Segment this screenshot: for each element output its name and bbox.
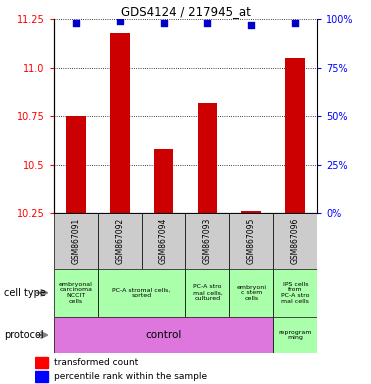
Bar: [35, 371, 48, 382]
Text: PC-A stromal cells,
sorted: PC-A stromal cells, sorted: [112, 287, 171, 298]
Bar: [54, 213, 98, 269]
Text: embryoni
c stem
cells: embryoni c stem cells: [236, 285, 266, 301]
Bar: [186, 269, 229, 317]
Point: [204, 20, 210, 26]
Bar: [229, 269, 273, 317]
Bar: [66, 116, 86, 213]
Text: transformed count: transformed count: [53, 358, 138, 367]
Bar: [198, 103, 217, 213]
Point: [161, 20, 167, 26]
Text: PC-A stro
mal cells,
cultured: PC-A stro mal cells, cultured: [193, 285, 222, 301]
Text: protocol: protocol: [4, 330, 43, 340]
Bar: [35, 357, 48, 368]
Bar: [273, 317, 317, 353]
Bar: [54, 317, 273, 353]
Text: control: control: [145, 330, 182, 340]
Text: IPS cells
from
PC-A stro
mal cells: IPS cells from PC-A stro mal cells: [281, 281, 309, 304]
Bar: [142, 213, 186, 269]
Text: reprogram
ming: reprogram ming: [279, 329, 312, 341]
Point: [116, 18, 122, 24]
Bar: [110, 33, 129, 213]
Point: [249, 22, 255, 28]
Bar: [242, 211, 261, 213]
Text: GSM867092: GSM867092: [115, 218, 124, 264]
Bar: [98, 269, 186, 317]
Text: percentile rank within the sample: percentile rank within the sample: [53, 372, 207, 381]
Point: [292, 20, 298, 26]
Text: GSM867091: GSM867091: [71, 218, 80, 264]
Bar: [186, 213, 229, 269]
Text: cell type: cell type: [4, 288, 46, 298]
Text: GSM867093: GSM867093: [203, 218, 212, 264]
Bar: [273, 269, 317, 317]
Text: GSM867096: GSM867096: [291, 218, 300, 264]
Text: GSM867094: GSM867094: [159, 218, 168, 264]
Text: embryonal
carcinoma
NCCIT
cells: embryonal carcinoma NCCIT cells: [59, 281, 93, 304]
Bar: [154, 149, 173, 213]
Bar: [54, 269, 98, 317]
Bar: [285, 58, 305, 213]
Bar: [98, 213, 142, 269]
Point: [73, 20, 79, 26]
Title: GDS4124 / 217945_at: GDS4124 / 217945_at: [121, 5, 250, 18]
Bar: [229, 213, 273, 269]
Bar: [273, 213, 317, 269]
Text: GSM867095: GSM867095: [247, 218, 256, 264]
